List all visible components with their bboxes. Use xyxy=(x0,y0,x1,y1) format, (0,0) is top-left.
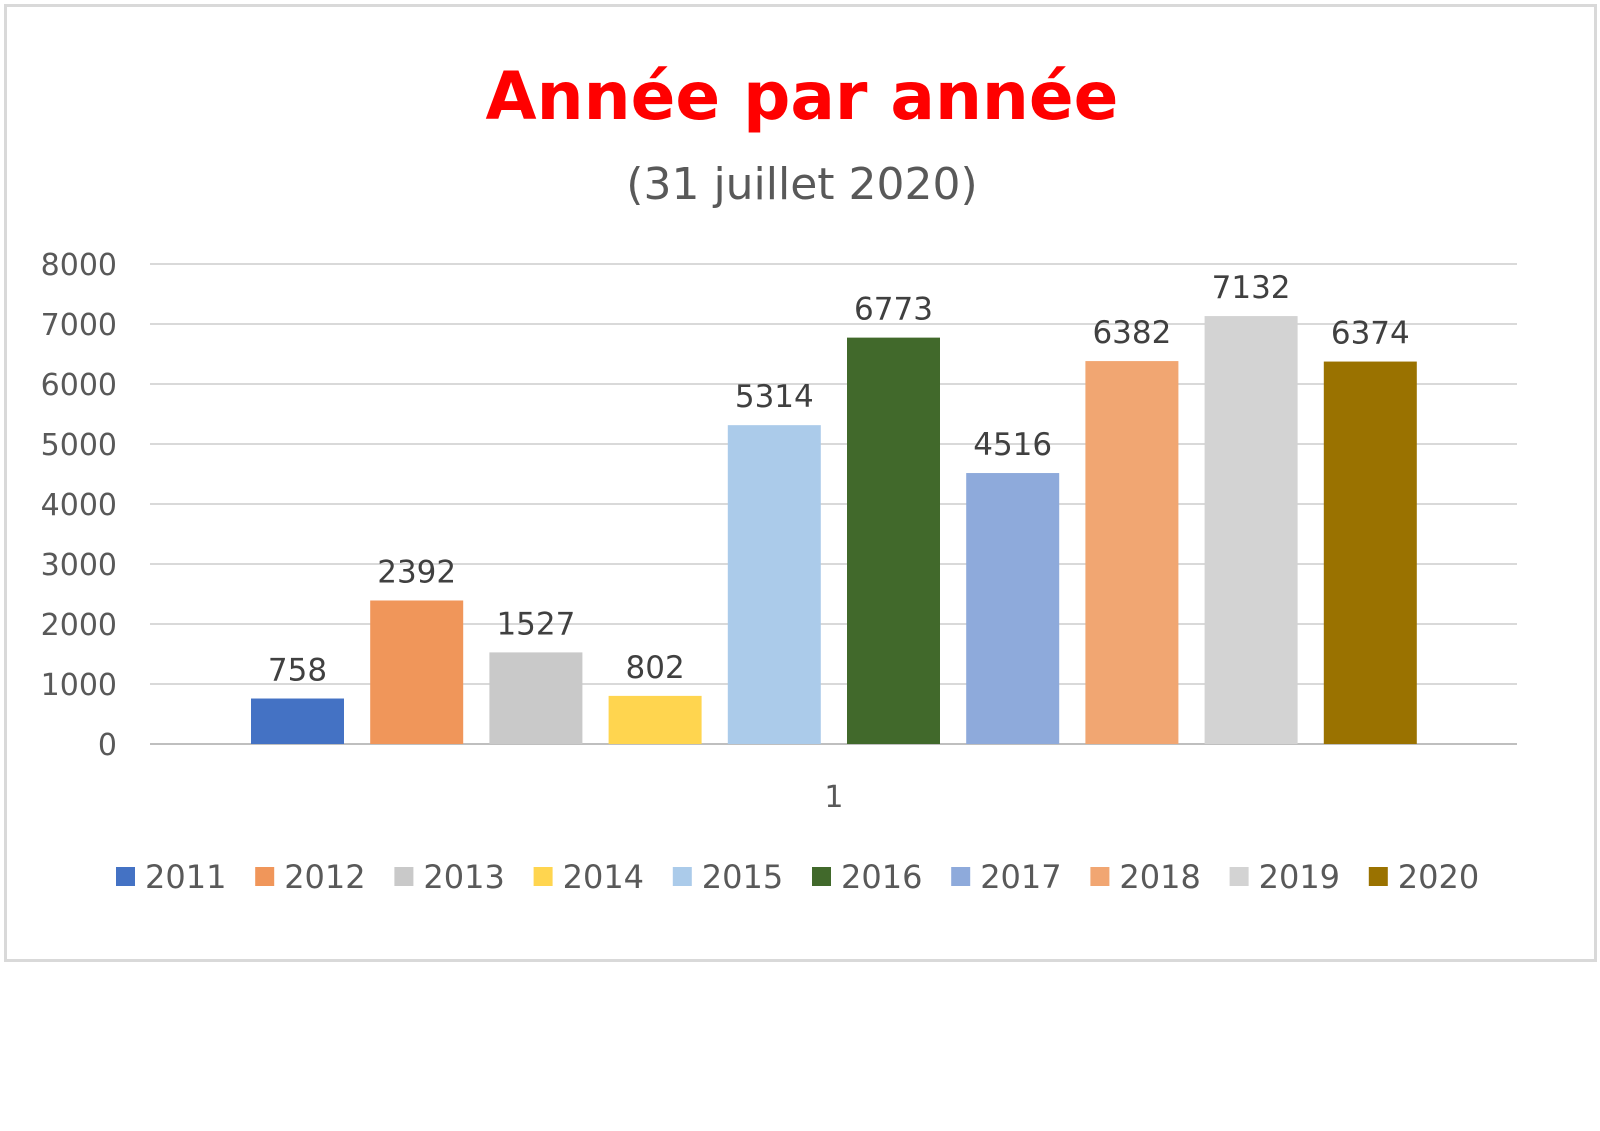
bar-2014 xyxy=(608,695,702,744)
legend-item-2016: 2016 xyxy=(812,858,922,896)
data-label-2018: 6382 xyxy=(1092,315,1171,351)
bar-2011 xyxy=(251,698,344,744)
legend-swatch xyxy=(672,867,692,886)
y-tick-label: 4000 xyxy=(41,488,117,523)
y-tick-label: 6000 xyxy=(41,368,117,403)
legend-swatch xyxy=(255,867,275,886)
y-axis-ticks: 0 1000 2000 3000 4000 5000 6000 7000 8000 xyxy=(41,248,117,763)
y-tick-label: 1000 xyxy=(41,668,117,703)
legend-item-2018: 2018 xyxy=(1090,858,1201,896)
legend-swatch xyxy=(394,867,414,886)
chart-subtitle: (31 juillet 2020) xyxy=(626,159,977,210)
legend-item-2011: 2011 xyxy=(116,858,226,896)
gridlines xyxy=(150,263,1517,745)
legend-label: 2013 xyxy=(423,858,504,896)
legend-swatch xyxy=(1368,867,1388,886)
data-label-2016: 6773 xyxy=(854,292,933,328)
legend-swatch xyxy=(116,867,135,886)
bar-2016 xyxy=(847,337,940,744)
y-tick-label: 3000 xyxy=(41,548,117,583)
data-label-2013: 1527 xyxy=(496,606,575,642)
legend-item-2012: 2012 xyxy=(255,858,366,896)
legend-swatch xyxy=(533,867,553,886)
bar-2015 xyxy=(727,425,821,744)
data-label-2019: 7132 xyxy=(1212,270,1291,306)
y-tick-label: 2000 xyxy=(41,608,117,643)
y-tick-label: 5000 xyxy=(41,428,117,463)
bar-2013 xyxy=(489,652,583,744)
chart-title: Année par année xyxy=(486,58,1119,135)
legend-item-2015: 2015 xyxy=(672,858,783,896)
data-label-2015: 5314 xyxy=(735,379,814,415)
data-label-2014: 802 xyxy=(626,650,685,686)
bar-2012 xyxy=(370,600,464,744)
bar-2017 xyxy=(966,473,1060,744)
legend-label: 2018 xyxy=(1119,858,1200,896)
x-category-label: 1 xyxy=(824,780,843,815)
bar-chart: Année par année (31 juillet 2020) 0 1000 2… xyxy=(41,58,1517,896)
data-label-2012: 2392 xyxy=(377,554,456,590)
legend-label: 2012 xyxy=(284,858,365,896)
bar-2018 xyxy=(1085,361,1179,744)
legend-label: 2019 xyxy=(1259,858,1340,896)
legend: 2011 2012 2013 2014 2015 2016 2017 2018 2019 2020 xyxy=(116,858,1479,896)
legend-swatch xyxy=(1090,867,1110,886)
legend-swatch xyxy=(1229,867,1249,886)
legend-swatch xyxy=(951,867,971,886)
legend-label: 2015 xyxy=(702,858,783,896)
legend-item-2013: 2013 xyxy=(394,858,505,896)
bars xyxy=(251,316,1417,744)
y-tick-label: 8000 xyxy=(41,248,117,283)
data-label-2020: 6374 xyxy=(1331,316,1410,352)
legend-label: 2014 xyxy=(563,858,644,896)
legend-item-2020: 2020 xyxy=(1368,858,1479,896)
legend-label: 2016 xyxy=(841,858,922,896)
legend-item-2019: 2019 xyxy=(1229,858,1340,896)
data-labels: 758 2392 1527 802 5314 6773 4516 6382 7132 6374 xyxy=(268,270,1410,688)
legend-item-2017: 2017 xyxy=(951,858,1062,896)
chart-frame: Année par année (31 juillet 2020) 0 1000 2… xyxy=(4,4,1597,962)
legend-label: 2020 xyxy=(1398,858,1479,896)
x-axis-categories: 1 xyxy=(824,780,843,815)
data-label-2011: 758 xyxy=(268,653,327,689)
bar-2020 xyxy=(1323,361,1417,744)
legend-label: 2011 xyxy=(145,858,226,896)
data-label-2017: 4516 xyxy=(973,427,1052,463)
legend-item-2014: 2014 xyxy=(533,858,644,896)
y-tick-label: 0 xyxy=(98,728,117,763)
legend-label: 2017 xyxy=(980,858,1061,896)
legend-swatch xyxy=(812,867,831,886)
y-tick-label: 7000 xyxy=(41,308,117,343)
bar-2019 xyxy=(1204,316,1298,744)
